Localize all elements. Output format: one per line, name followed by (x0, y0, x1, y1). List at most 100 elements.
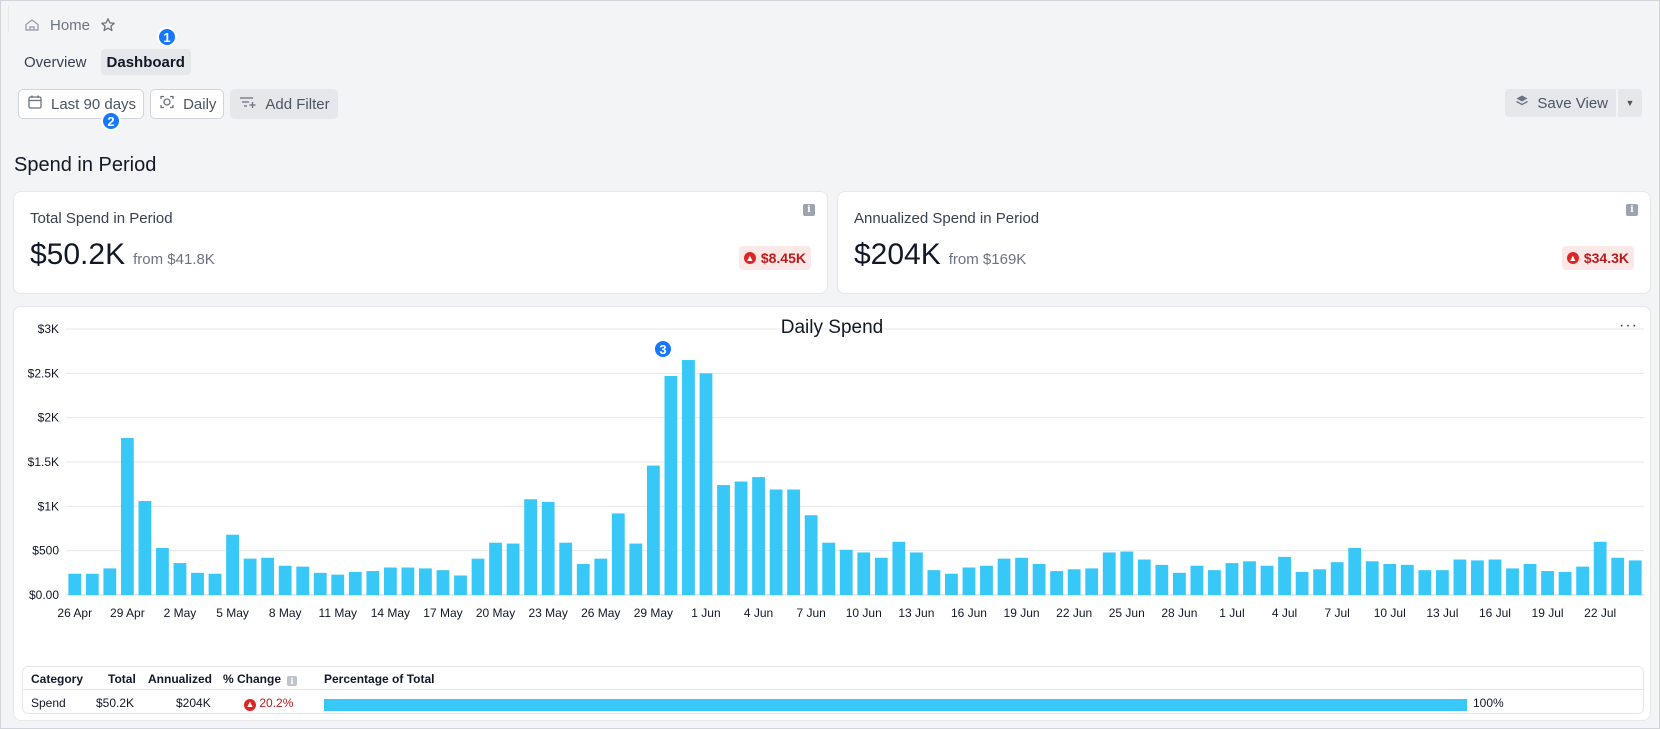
chart-bar[interactable] (1085, 568, 1099, 595)
chart-bar[interactable] (1208, 570, 1221, 595)
chart-bar[interactable] (1137, 559, 1151, 595)
chart-bar[interactable] (945, 573, 958, 595)
chart-bar[interactable] (1471, 560, 1484, 595)
chart-bar[interactable] (1172, 572, 1186, 595)
chart-bar[interactable] (296, 566, 310, 595)
chart-bar[interactable] (1067, 569, 1081, 595)
chart-bar[interactable] (1400, 564, 1414, 595)
chart-bar[interactable] (1523, 563, 1537, 595)
chart-bar[interactable] (1611, 557, 1625, 595)
chart-bar[interactable] (576, 563, 590, 595)
chart-bar[interactable] (822, 542, 836, 595)
add-filter-button[interactable]: Add Filter (230, 89, 338, 119)
chart-bar[interactable] (611, 513, 625, 595)
chart-bar[interactable] (436, 570, 450, 595)
chart-bar[interactable] (541, 501, 555, 595)
chart-bar[interactable] (1295, 571, 1309, 595)
chart-bar[interactable] (962, 567, 976, 595)
chart-bar[interactable] (1260, 565, 1274, 595)
chart-bar[interactable] (506, 543, 520, 595)
chart-bar[interactable] (682, 360, 695, 595)
chart-bar[interactable] (804, 515, 818, 595)
home-icon[interactable] (24, 17, 40, 33)
chart-bar[interactable] (524, 499, 538, 595)
chart-bar[interactable] (980, 565, 993, 595)
chart-bar[interactable] (664, 375, 678, 595)
chart-bar[interactable] (1418, 570, 1432, 595)
chart-bar[interactable] (559, 542, 573, 595)
chart-bar[interactable] (156, 548, 169, 595)
save-view-dropdown[interactable]: ▼ (1618, 89, 1642, 117)
chart-bar[interactable] (717, 485, 730, 595)
chart-bar[interactable] (594, 558, 608, 595)
chart-bar[interactable] (629, 543, 643, 595)
chart-bar[interactable] (1453, 559, 1467, 595)
chart-bar[interactable] (927, 570, 941, 595)
chart-bar[interactable] (419, 568, 432, 595)
chart-bar[interactable] (366, 571, 380, 595)
info-icon[interactable]: i (1626, 204, 1638, 216)
save-view-button[interactable]: Save View (1505, 89, 1616, 117)
granularity-button[interactable]: Daily (150, 89, 225, 119)
chart-bar[interactable] (138, 501, 152, 595)
tab-dashboard[interactable]: Dashboard (100, 49, 191, 75)
chart-bar[interactable] (1190, 565, 1204, 595)
chart-bar[interactable] (348, 571, 362, 595)
chart-bar[interactable] (646, 465, 660, 595)
info-icon[interactable]: i (287, 676, 298, 686)
chart-bar[interactable] (401, 567, 415, 595)
chart-bar[interactable] (1225, 563, 1239, 595)
chart-bar[interactable] (1628, 560, 1642, 595)
chart-bar[interactable] (331, 574, 345, 595)
chart-bar[interactable] (243, 558, 257, 595)
breadcrumb-home[interactable]: Home (50, 16, 91, 34)
chart-bar[interactable] (997, 558, 1011, 595)
chart-bar[interactable] (1050, 571, 1064, 595)
chart-bar[interactable] (734, 481, 748, 595)
tab-overview[interactable]: Overview (24, 53, 87, 71)
chart-bar[interactable] (191, 572, 204, 595)
chart-bar[interactable] (173, 563, 187, 595)
chart-bar[interactable] (839, 549, 853, 595)
chart-bar[interactable] (1558, 571, 1572, 595)
chart-bar[interactable] (1278, 556, 1291, 595)
chart-bar[interactable] (383, 567, 397, 595)
chart-bar[interactable] (226, 534, 239, 595)
chart-bar[interactable] (1488, 559, 1502, 595)
chart-bar[interactable] (1365, 561, 1379, 595)
chart-bar[interactable] (752, 477, 765, 595)
chart-bar[interactable] (1120, 551, 1134, 595)
chart-bar[interactable] (1383, 563, 1397, 595)
chart-bar[interactable] (874, 557, 888, 595)
chart-bar[interactable] (1102, 552, 1116, 595)
chart-bar[interactable] (1015, 557, 1028, 595)
chart-bar[interactable] (1243, 561, 1256, 595)
chart-bar[interactable] (471, 558, 485, 595)
chart-bar[interactable] (1541, 571, 1554, 595)
chart-bar[interactable] (454, 575, 467, 595)
chart-bar[interactable] (1032, 563, 1046, 595)
chart-bar[interactable] (208, 573, 222, 595)
more-options-icon[interactable]: ··· (1619, 317, 1638, 334)
chart-bar[interactable] (769, 489, 783, 595)
chart-bar[interactable] (313, 572, 327, 595)
chart-bar[interactable] (1506, 568, 1519, 595)
chart-bar[interactable] (68, 573, 82, 595)
chart-bar[interactable] (699, 373, 713, 595)
date-range-button[interactable]: Last 90 days (18, 89, 145, 119)
chart-bar[interactable] (489, 542, 502, 595)
chart-bar[interactable] (1435, 570, 1449, 595)
chart-bar[interactable] (120, 438, 134, 595)
info-icon[interactable]: i (803, 204, 815, 216)
chart-bar[interactable] (1348, 548, 1362, 595)
chart-bar[interactable] (1576, 566, 1590, 595)
chart-bar[interactable] (1155, 564, 1169, 595)
star-icon[interactable] (100, 17, 116, 33)
chart-bar[interactable] (892, 541, 906, 595)
chart-bar[interactable] (1330, 562, 1344, 595)
chart-bar[interactable] (278, 565, 292, 595)
chart-bar[interactable] (1593, 541, 1607, 595)
chart-bar[interactable] (787, 489, 801, 595)
chart-bar[interactable] (85, 573, 99, 595)
chart-bar[interactable] (1313, 569, 1327, 595)
